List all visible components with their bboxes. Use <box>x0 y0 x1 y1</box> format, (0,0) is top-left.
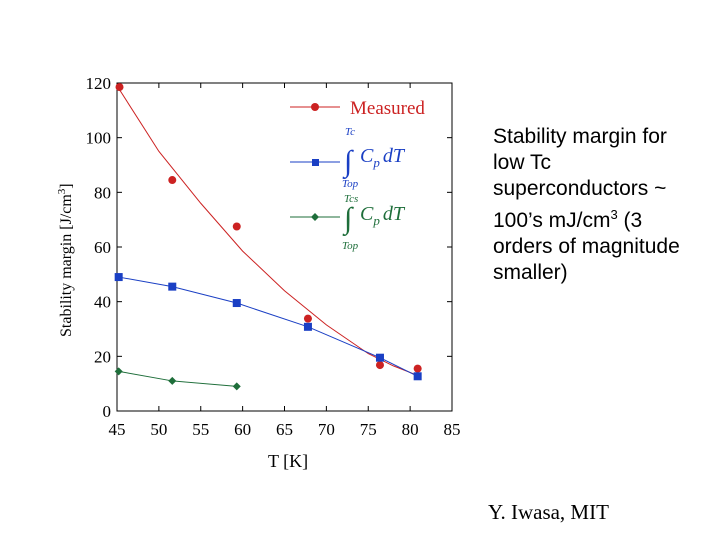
legend-measured-marker <box>311 103 319 111</box>
legend-integral-tc-dt: dT <box>383 145 406 167</box>
y-axis-label: Stability margin [J/cm3] <box>56 183 75 337</box>
x-tick-label: 50 <box>150 420 167 439</box>
legend-integral-tcs-upper: Tcs <box>344 193 358 205</box>
x-axis-ticks: 45 50 55 60 65 70 75 80 85 <box>109 83 461 439</box>
x-tick-label: 55 <box>192 420 209 439</box>
legend-integral-tcs-p: p <box>372 213 380 228</box>
series-1-point <box>168 282 177 291</box>
y-axis-label-close: ] <box>58 183 75 188</box>
side-note-sup: 3 <box>610 207 618 222</box>
series-1 <box>114 273 422 381</box>
legend-integral-tcs-body: Cp dT <box>360 203 406 228</box>
y-tick-label: 60 <box>94 238 111 257</box>
y-axis-label-main: Stability margin [J/cm <box>58 194 75 337</box>
side-note: Stability margin for low Tc superconduct… <box>493 124 693 286</box>
legend-integral-tc-p: p <box>372 155 380 170</box>
side-note-tail: (3 orders of magnitude smaller) <box>493 209 680 284</box>
series-0 <box>115 83 422 376</box>
series-0-point <box>375 361 384 370</box>
series-0-point <box>303 314 312 323</box>
plot-frame <box>116 82 453 412</box>
y-tick-label: 0 <box>103 402 112 421</box>
legend-integral-tc-lower: Top <box>342 178 359 190</box>
x-tick-label: 45 <box>109 420 126 439</box>
series-1-point <box>114 273 123 282</box>
series-1-line <box>118 276 418 377</box>
legend-integral-tcs-lower: Top <box>342 240 359 252</box>
legend-integral-tc-upper: Tc <box>345 126 355 138</box>
series-2-point <box>114 367 123 376</box>
legend-integral-tcs-sign: ∫ <box>342 202 354 237</box>
y-tick-label: 80 <box>94 183 111 202</box>
series-1-point <box>413 372 422 381</box>
series-1-point <box>303 322 312 331</box>
legend-integral-tcs-dt: dT <box>383 203 406 225</box>
y-tick-label: 100 <box>86 129 112 148</box>
series-0-point <box>168 176 177 185</box>
y-tick-label: 40 <box>94 293 111 312</box>
series-1-point <box>375 353 384 362</box>
side-note-text: Stability margin for low Tc superconduct… <box>493 125 667 232</box>
series-2-line <box>118 370 237 387</box>
y-axis-label-exp: 3 <box>56 188 68 194</box>
x-tick-label: 85 <box>444 420 461 439</box>
y-tick-label: 120 <box>86 74 112 93</box>
legend-integral-tc-marker <box>312 159 319 166</box>
series-1-point <box>232 299 241 308</box>
legend-integral-tc-body: Cp dT <box>360 145 406 170</box>
y-tick-label: 20 <box>94 347 111 366</box>
x-tick-label: 75 <box>360 420 377 439</box>
legend-integral-tcs-c: C <box>360 203 374 225</box>
series-0-fit-line <box>116 85 418 376</box>
x-tick-label: 60 <box>234 420 251 439</box>
series-2-point <box>168 376 177 385</box>
series-2 <box>114 367 241 391</box>
x-tick-label: 70 <box>318 420 335 439</box>
series-0-point <box>115 83 124 92</box>
series-layer <box>114 83 422 391</box>
y-axis-ticks: 0 20 40 60 80 100 120 <box>86 74 452 421</box>
x-tick-label: 65 <box>276 420 293 439</box>
legend-integral-tcs-marker <box>311 213 319 221</box>
legend: Measured Tc ∫ Cp dT Top Tcs ∫ Cp dT Top <box>290 98 425 252</box>
legend-measured-label: Measured <box>350 98 425 119</box>
legend-integral-tc-sign: ∫ <box>342 145 354 180</box>
credit: Y. Iwasa, MIT <box>488 500 609 524</box>
series-0-point <box>413 364 422 373</box>
legend-integral-tc-c: C <box>360 145 374 167</box>
x-tick-label: 80 <box>402 420 419 439</box>
x-axis-label: T [K] <box>268 451 308 471</box>
series-0-point <box>232 222 241 231</box>
series-2-point <box>232 382 241 391</box>
